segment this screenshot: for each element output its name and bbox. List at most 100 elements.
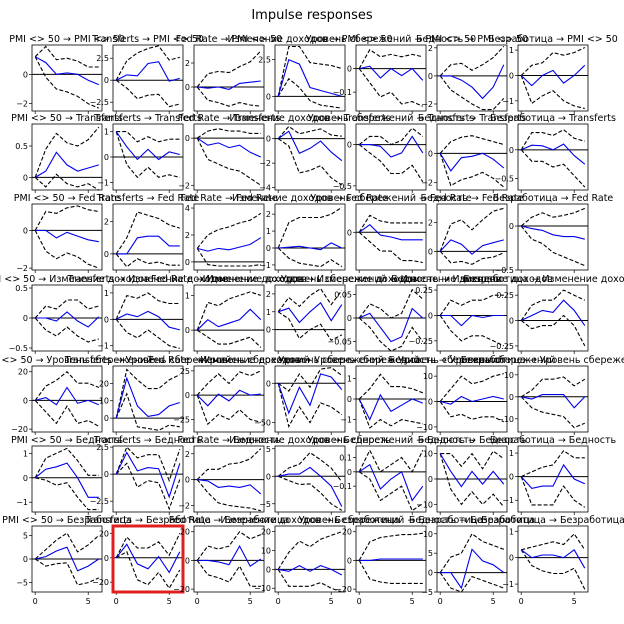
panel-frame <box>112 284 184 352</box>
panel-frame <box>436 203 508 271</box>
panel-frame <box>193 525 265 593</box>
panel-frame <box>31 365 103 433</box>
panel-frame <box>436 365 508 433</box>
y-tick-label: 2 <box>266 210 271 219</box>
y-tick-label: 2.5 <box>96 443 109 452</box>
lower-bound-line <box>277 569 342 593</box>
response-line <box>440 314 504 327</box>
y-tick-label: 0 <box>23 70 28 79</box>
x-tick-label: 0 <box>195 597 200 606</box>
y-tick-label: 0.1 <box>339 453 352 462</box>
panel-title: Бедность → Безработица <box>409 515 535 526</box>
panel-frame <box>517 525 589 593</box>
panel-title: PMI <> 50 → Бедность <box>11 435 123 446</box>
lower-bound-line <box>358 398 423 429</box>
upper-bound-line <box>439 294 504 316</box>
y-tick-label: 1 <box>104 289 109 298</box>
panel-r1-c6: Безработица → Transferts −0.5 0 <box>490 113 616 193</box>
response-line <box>439 239 504 255</box>
panel-frame <box>274 203 346 271</box>
response-line <box>115 310 180 331</box>
upper-bound-line <box>277 206 343 249</box>
upper-bound-line <box>358 214 423 233</box>
upper-bound-line <box>358 288 424 319</box>
upper-bound-line <box>520 207 586 227</box>
upper-bound-line <box>196 370 262 396</box>
y-tick-label: 0 <box>23 226 28 235</box>
upper-bound-line <box>520 129 585 151</box>
y-tick-label: −10 <box>497 415 514 424</box>
lower-bound-line <box>520 314 586 347</box>
upper-bound-line <box>196 530 262 561</box>
upper-bound-line <box>439 532 504 573</box>
response-line <box>440 395 504 405</box>
y-tick-label: −0.25 <box>408 337 433 346</box>
panel-frame <box>517 44 589 112</box>
upper-bound-line <box>439 207 504 252</box>
y-tick-label: 0 <box>185 134 190 143</box>
upper-bound-line <box>34 45 99 68</box>
y-tick-label: 0 <box>509 473 514 482</box>
y-tick-label: 0 <box>266 472 271 481</box>
panel-frame <box>517 365 589 433</box>
x-tick-label: 5 <box>167 597 172 606</box>
panel-r4-c0: PMI <> 50 → Уровень сбережений −20 0 20 <box>0 355 152 435</box>
upper-bound-line <box>440 450 505 470</box>
y-tick-label: −5 <box>421 588 433 597</box>
x-tick-label: 0 <box>114 597 119 606</box>
response-line <box>197 80 261 90</box>
y-tick-label: −1 <box>502 97 514 106</box>
y-tick-label: −1 <box>340 416 352 425</box>
lower-bound-line <box>520 396 586 429</box>
y-tick-label: 0 <box>104 554 109 563</box>
panel-r5-c3: Изменение доходов → Бедность −5 0 5 <box>229 435 391 515</box>
lower-bound-line <box>34 400 100 427</box>
panel-r3-c1: Transferts → Изменение доходов −1 0 1 <box>66 274 229 354</box>
y-tick-label: 0 <box>104 414 109 423</box>
y-tick-label: 0 <box>509 71 514 80</box>
panel-r0-c4: Уровень сбережений → PMI <> 50 −0.1 0 <box>306 34 476 114</box>
response-line <box>358 463 424 502</box>
response-line <box>358 307 424 343</box>
lower-bound-line <box>520 225 586 267</box>
panel-r6-c4: Уровень сбережений → Безработица −20 0 20 0 5 <box>299 515 484 606</box>
x-tick-label: 5 <box>86 597 91 606</box>
lower-bound-line <box>196 394 261 426</box>
lower-bound-line <box>277 247 343 268</box>
lower-bound-line <box>196 86 261 107</box>
response-line <box>196 308 262 331</box>
y-tick-label: 2 <box>185 231 190 240</box>
y-tick-label: 1 <box>23 449 28 458</box>
panel-frame <box>517 445 589 513</box>
lower-bound-line <box>196 248 261 267</box>
upper-bound-line <box>277 125 342 140</box>
upper-bound-line <box>277 45 342 97</box>
y-tick-label: 0 <box>266 379 271 388</box>
lower-bound-line <box>439 250 505 265</box>
upper-bound-line <box>34 126 100 178</box>
panel-r5-c0: PMI <> 50 → Бедность −1 0 1 <box>11 435 123 515</box>
panel-r6-c3: Изменение доходов → Безработица −10 0 10 20 0… <box>220 515 399 606</box>
y-tick-label: 10 <box>504 371 514 380</box>
y-tick-label: −1 <box>502 496 514 505</box>
y-tick-label: −2 <box>178 502 190 511</box>
response-line <box>197 544 262 568</box>
upper-bound-line <box>196 448 262 480</box>
panel-title: Бедность → PMI <> 50 <box>416 34 528 45</box>
panel-frame <box>274 525 346 593</box>
chart-title: Impulse responses <box>251 8 373 23</box>
response-line <box>358 393 423 421</box>
panel-r3-c2: Fed Rate → Изменение доходов 0 1 <box>151 274 307 354</box>
panel-title: Уровень сбережений → Безработица <box>299 515 484 526</box>
y-tick-label: −20 <box>11 425 28 434</box>
panel-title: Fed Rate → Уровень сбережений <box>148 355 309 366</box>
y-tick-label: 1 <box>509 527 514 536</box>
y-tick-label: 2.5 <box>96 54 109 63</box>
upper-bound-line <box>521 533 586 551</box>
y-tick-label: 0.25 <box>496 291 514 300</box>
panel-title: Уровень сбережений → Уровень сбережений <box>278 355 503 366</box>
panel-title: Fed Rate → Бедность <box>178 435 281 446</box>
panel-title: Transferts → PMI <> 50 <box>91 34 204 45</box>
y-tick-label: 10 <box>423 372 433 381</box>
